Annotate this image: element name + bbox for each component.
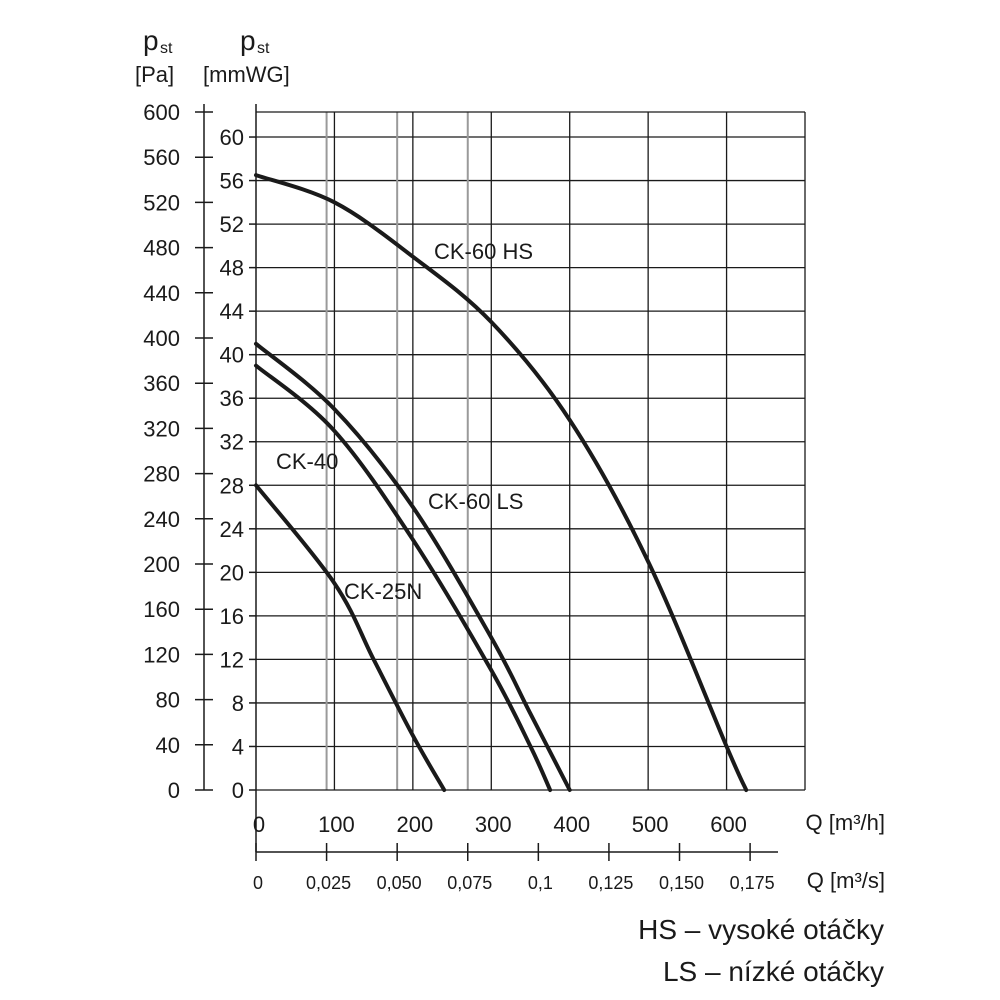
m3h-tick-label: 200 (396, 812, 433, 837)
pa-tick-label: 80 (156, 688, 180, 713)
m3s-tick-label: 0,050 (377, 873, 422, 893)
m3s-tick-label: 0 (253, 873, 263, 893)
m3h-tick-label: 0 (253, 812, 265, 837)
mmwg-axis-symbol: p (240, 25, 256, 56)
m3h-tick-label: 400 (553, 812, 590, 837)
label-ck-25n: CK-25N (344, 579, 422, 604)
legend-ls: LS – nízké otáčky (662, 956, 884, 987)
pa-axis-subscript: st (160, 40, 173, 57)
curve-ck-60-hs (254, 173, 749, 792)
labels: CK-60 HS CK-60 LS CK-40 CK-25N (276, 239, 533, 604)
label-ck-40: CK-40 (276, 449, 338, 474)
curve-ck-40 (254, 363, 553, 792)
pa-axis-unit: [Pa] (135, 62, 174, 87)
mmwg-tick-label: 28 (220, 473, 244, 498)
mmwg-axis-subscript: st (257, 40, 270, 57)
mmwg-tick-label: 56 (220, 169, 244, 194)
m3s-tick-label: 0,1 (528, 873, 553, 893)
label-ck-60-ls: CK-60 LS (428, 489, 523, 514)
pa-tick-label: 400 (143, 326, 180, 351)
mmwg-tick-label: 52 (220, 212, 244, 237)
pa-axis-symbol: p (143, 25, 159, 56)
pa-tick-label: 0 (168, 778, 180, 803)
pa-tick-label: 440 (143, 281, 180, 306)
label-ck-60-hs: CK-60 HS (434, 239, 533, 264)
axes: 0408012016020024028032036040044048052056… (135, 25, 885, 893)
mmwg-tick-label: 44 (220, 299, 244, 324)
mmwg-tick-label: 16 (220, 604, 244, 629)
m3h-tick-label: 300 (475, 812, 512, 837)
m3s-tick-label: 0,125 (588, 873, 633, 893)
mmwg-tick-label: 36 (220, 386, 244, 411)
m3s-tick-label: 0,175 (730, 873, 775, 893)
mmwg-tick-label: 4 (232, 734, 244, 759)
pa-tick-label: 320 (143, 416, 180, 441)
pa-tick-label: 280 (143, 462, 180, 487)
pa-tick-label: 200 (143, 552, 180, 577)
mmwg-tick-label: 12 (220, 647, 244, 672)
mmwg-tick-label: 60 (220, 125, 244, 150)
m3s-tick-label: 0,150 (659, 873, 704, 893)
mmwg-tick-label: 48 (220, 256, 244, 281)
pa-tick-label: 240 (143, 507, 180, 532)
m3s-axis-label: Q [m³/s] (807, 868, 885, 893)
curves (254, 173, 749, 792)
m3h-tick-label: 500 (632, 812, 669, 837)
pa-tick-label: 480 (143, 236, 180, 261)
pa-tick-label: 120 (143, 642, 180, 667)
m3s-tick-label: 0,025 (306, 873, 351, 893)
pa-tick-label: 600 (143, 100, 180, 125)
grid (256, 111, 806, 791)
pa-tick-label: 160 (143, 597, 180, 622)
mmwg-tick-label: 40 (220, 343, 244, 368)
pa-tick-label: 520 (143, 190, 180, 215)
legend-hs: HS – vysoké otáčky (638, 914, 884, 945)
mmwg-tick-label: 20 (220, 560, 244, 585)
pa-tick-label: 560 (143, 145, 180, 170)
mmwg-axis-unit: [mmWG] (203, 62, 290, 87)
m3h-tick-label: 100 (318, 812, 355, 837)
m3s-tick-label: 0,075 (447, 873, 492, 893)
pa-tick-label: 40 (156, 733, 180, 758)
mmwg-tick-label: 8 (232, 691, 244, 716)
mmwg-tick-label: 0 (232, 778, 244, 803)
mmwg-tick-label: 32 (220, 430, 244, 455)
m3h-tick-label: 600 (710, 812, 747, 837)
m3h-axis-label: Q [m³/h] (806, 810, 885, 835)
pa-tick-label: 360 (143, 371, 180, 396)
curve-ck-60-ls (254, 341, 572, 792)
curve-ck-25n (254, 483, 447, 792)
mmwg-tick-label: 24 (220, 517, 244, 542)
